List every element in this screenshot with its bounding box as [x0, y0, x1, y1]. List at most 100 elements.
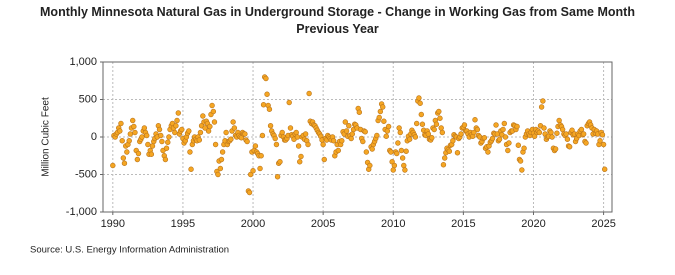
point	[436, 108, 442, 115]
point	[599, 132, 606, 138]
point	[454, 150, 461, 156]
point	[597, 138, 603, 144]
point	[556, 117, 562, 124]
point	[541, 125, 547, 131]
point	[388, 149, 394, 155]
point	[356, 109, 363, 115]
point	[374, 132, 380, 139]
point	[217, 165, 224, 172]
point	[259, 132, 266, 139]
point	[501, 120, 508, 127]
point	[200, 113, 206, 119]
point	[402, 167, 408, 173]
point	[406, 136, 413, 142]
point	[188, 166, 194, 172]
point	[369, 146, 375, 152]
point	[197, 129, 204, 136]
point	[540, 98, 546, 104]
y-tick-label: 1,000	[69, 56, 97, 68]
point	[380, 104, 386, 110]
point	[397, 129, 403, 136]
point	[395, 140, 401, 146]
point	[187, 149, 193, 155]
point	[502, 134, 509, 140]
point	[384, 128, 391, 134]
point	[166, 134, 172, 140]
point	[363, 149, 370, 155]
point	[231, 125, 238, 131]
point	[247, 171, 254, 178]
point	[377, 108, 384, 115]
point	[433, 121, 440, 127]
point	[211, 119, 218, 125]
point	[250, 168, 256, 174]
point	[230, 119, 236, 125]
point	[538, 104, 545, 110]
point	[381, 118, 387, 124]
point	[295, 143, 302, 149]
point	[367, 162, 373, 169]
point	[450, 138, 456, 144]
point	[131, 123, 137, 130]
point	[339, 138, 345, 144]
point	[260, 102, 267, 108]
point	[521, 145, 527, 151]
point	[346, 123, 352, 129]
point	[519, 167, 525, 173]
point	[117, 128, 123, 134]
point	[385, 123, 392, 130]
x-tick-label: 2020	[521, 218, 545, 230]
point	[305, 141, 311, 148]
y-tick-label: -500	[75, 168, 97, 180]
point	[342, 119, 349, 125]
point	[578, 126, 585, 133]
point	[440, 162, 447, 168]
point	[293, 129, 299, 136]
point	[566, 144, 573, 150]
point	[149, 143, 156, 149]
point	[165, 139, 171, 145]
point	[294, 134, 301, 140]
point	[583, 140, 589, 146]
point	[130, 117, 136, 124]
point	[493, 122, 499, 128]
source: Source: U.S. Energy Information Administ…	[30, 245, 229, 256]
y-tick-label: -1,000	[66, 206, 97, 218]
x-tick-label: 1995	[171, 218, 195, 230]
x-tick-label: 2015	[451, 218, 475, 230]
point	[600, 141, 607, 148]
point	[266, 106, 273, 112]
point	[429, 135, 435, 141]
point	[297, 159, 303, 165]
point	[252, 143, 259, 149]
point	[413, 120, 420, 127]
point	[505, 147, 511, 154]
point	[209, 102, 215, 109]
point	[399, 155, 406, 161]
point	[563, 131, 569, 137]
y-tick-label: 500	[79, 93, 97, 105]
point	[179, 126, 185, 133]
point	[403, 148, 409, 154]
point	[418, 111, 425, 118]
point	[390, 167, 396, 173]
point	[396, 125, 402, 131]
chart-title: Monthly Minnesota Natural Gas in Undergr…	[40, 5, 635, 36]
x-tick-label: 2025	[591, 218, 615, 230]
point	[173, 123, 179, 129]
point	[580, 131, 587, 137]
point	[362, 129, 368, 135]
point	[212, 141, 219, 148]
point	[246, 189, 253, 196]
point	[554, 130, 560, 136]
point	[343, 128, 350, 134]
point	[401, 162, 407, 169]
point	[515, 142, 522, 148]
point	[335, 147, 341, 154]
point	[174, 117, 180, 124]
point	[474, 126, 481, 133]
point	[500, 126, 506, 133]
point	[431, 126, 437, 133]
